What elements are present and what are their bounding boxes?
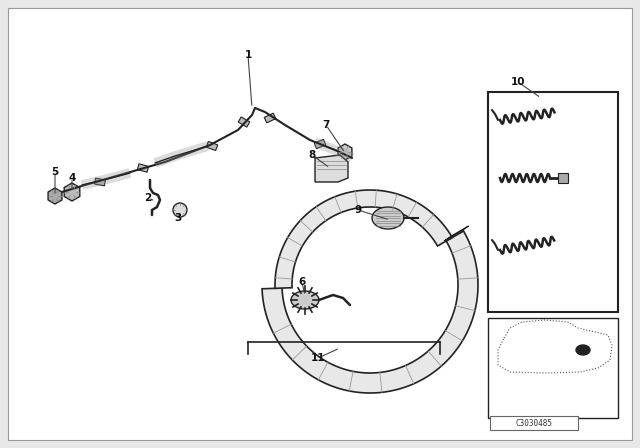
Polygon shape <box>314 139 326 149</box>
Text: 11: 11 <box>311 353 325 363</box>
Text: C3030485: C3030485 <box>515 418 552 427</box>
Text: 5: 5 <box>51 167 59 177</box>
Text: 1: 1 <box>244 50 252 60</box>
Ellipse shape <box>291 291 319 309</box>
Bar <box>488 318 618 418</box>
Text: 2: 2 <box>145 193 152 203</box>
Polygon shape <box>275 190 452 289</box>
Text: 9: 9 <box>355 205 362 215</box>
Polygon shape <box>48 188 62 204</box>
Text: 7: 7 <box>323 120 330 130</box>
Polygon shape <box>315 155 348 182</box>
Ellipse shape <box>372 207 404 229</box>
Polygon shape <box>64 183 80 201</box>
Bar <box>488 92 618 312</box>
Text: 6: 6 <box>298 277 306 287</box>
Text: 10: 10 <box>511 77 525 87</box>
Ellipse shape <box>576 345 590 355</box>
Ellipse shape <box>173 203 187 217</box>
Polygon shape <box>238 117 250 127</box>
Text: 8: 8 <box>308 150 316 160</box>
Polygon shape <box>95 178 106 186</box>
Text: 3: 3 <box>174 213 182 223</box>
Polygon shape <box>338 144 352 160</box>
Bar <box>490 416 578 430</box>
Polygon shape <box>138 164 148 172</box>
Polygon shape <box>444 226 468 241</box>
Polygon shape <box>262 231 478 393</box>
Text: 4: 4 <box>68 173 76 183</box>
Polygon shape <box>206 142 218 151</box>
Bar <box>558 173 568 183</box>
Polygon shape <box>264 113 276 123</box>
